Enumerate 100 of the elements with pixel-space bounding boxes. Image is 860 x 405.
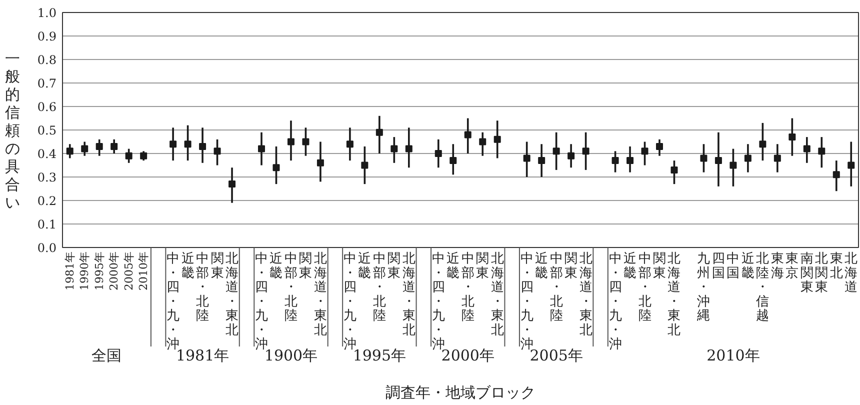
y-tick-label: 1.0 (37, 6, 57, 20)
y-tick-label: 0.0 (37, 241, 57, 255)
point (228, 180, 236, 188)
x-tick-label: 近畿 (741, 252, 754, 281)
point (818, 148, 826, 155)
point (774, 154, 781, 162)
point (759, 140, 766, 148)
x-tick-label: 関東 (564, 252, 578, 281)
point (803, 145, 810, 152)
point (612, 157, 619, 164)
y-tick-label: 0.4 (37, 147, 57, 161)
x-tick-label: 近畿 (181, 252, 194, 281)
x-tick-label: 北海道・東北 (668, 252, 681, 338)
point (96, 142, 103, 150)
point (258, 145, 265, 152)
point (568, 152, 575, 160)
point (140, 152, 148, 160)
point (582, 148, 590, 155)
point (641, 148, 648, 155)
point (479, 138, 486, 146)
x-tick-label: 2000年 (108, 251, 121, 290)
x-tick-label: 中部・北陸 (461, 252, 474, 324)
point (626, 157, 634, 164)
x-axis-title: 調査年・地域ブロック (386, 384, 536, 402)
x-tick-label: 北海道・東北 (579, 252, 592, 338)
x-tick-label: 中部・北陸 (550, 252, 563, 324)
point (832, 171, 840, 178)
point (110, 142, 118, 150)
point (214, 148, 221, 155)
point (523, 154, 530, 162)
y-tick-label: 0.3 (37, 170, 57, 184)
text: 一般的信頼の具合い (5, 50, 20, 212)
y-tick-label: 0.6 (37, 100, 57, 114)
x-tick-label: 北陸・信越 (756, 252, 770, 324)
x-tick-label: 北海道・東北 (226, 252, 239, 338)
x-tick-label: 近畿 (624, 252, 637, 281)
point (434, 150, 442, 157)
x-tick-label: 北海道・東北 (402, 252, 416, 338)
point (714, 157, 722, 164)
point (405, 145, 412, 152)
y-tick-label: 0.5 (37, 124, 57, 138)
x-tick-label: 2005年 (122, 251, 136, 290)
x-tick-label: 北海道・東北 (490, 252, 504, 338)
point (376, 128, 383, 136)
x-tick-label: 1990年 (78, 251, 92, 290)
point (302, 138, 310, 146)
point (316, 159, 324, 166)
point (464, 131, 472, 138)
point (390, 145, 398, 152)
x-tick-label: 関東 (210, 252, 224, 281)
x-tick-label: 近畿 (446, 252, 460, 281)
y-tick-label: 0.1 (37, 218, 57, 232)
x-tick-label: 関東 (653, 252, 666, 281)
point (656, 142, 663, 150)
point (538, 157, 546, 164)
text: 2000年 (441, 346, 494, 364)
x-tick-label: 東京 (786, 252, 799, 281)
point (730, 162, 737, 169)
x-tick-label: 2010年 (137, 251, 150, 290)
point (66, 148, 74, 155)
x-tick-label: 中国 (726, 252, 740, 281)
text: 1981年 (176, 346, 230, 364)
x-tick-label: 南関東 (800, 252, 814, 295)
x-tick-label: 近畿 (358, 252, 372, 281)
point (346, 140, 354, 148)
point (361, 162, 368, 169)
point (494, 136, 501, 143)
point (125, 152, 132, 160)
point (287, 138, 294, 146)
y-tick-label: 0.2 (37, 194, 57, 208)
x-tick-label: 北海道 (844, 252, 858, 295)
y-tick-label: 0.8 (37, 53, 57, 67)
point (81, 145, 88, 152)
x-tick-label: 中部・北陸 (638, 252, 652, 324)
x-tick-label: 近畿 (270, 252, 283, 281)
point (700, 154, 708, 162)
x-tick-label: 九州・沖縄 (696, 252, 710, 324)
x-tick-label: 近畿 (535, 252, 548, 281)
point (450, 157, 457, 164)
x-tick-label: 北海道・東北 (314, 252, 327, 338)
y-tick-label: 0.9 (37, 30, 57, 44)
x-tick-label: 1995年 (92, 251, 106, 290)
point (848, 162, 855, 169)
text: 2005年 (530, 346, 583, 364)
x-tick-label: 関東 (476, 252, 490, 281)
point (184, 140, 192, 148)
y-tick-label: 0.7 (37, 76, 57, 90)
point (199, 142, 206, 150)
x-tick-label: 東海 (770, 252, 784, 281)
point (670, 166, 678, 174)
x-tick-label: 北関東 (815, 252, 828, 295)
x-tick-label: 関東 (299, 252, 312, 281)
x-tick-label: 四国 (712, 252, 725, 281)
x-tick-label: 東北 (830, 252, 843, 281)
x-tick-label: 中部・北陸 (284, 252, 298, 324)
point (788, 134, 796, 141)
x-tick-label: 1981年 (63, 251, 76, 290)
x-tick-label: 中・四・九・沖 (608, 252, 622, 352)
point (744, 154, 752, 162)
text: 全国 (92, 346, 122, 364)
